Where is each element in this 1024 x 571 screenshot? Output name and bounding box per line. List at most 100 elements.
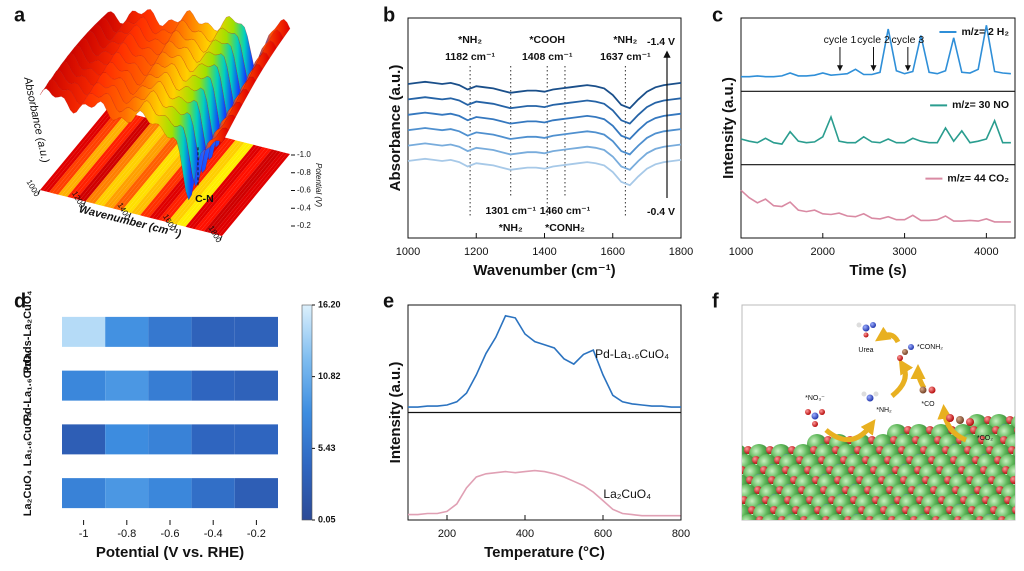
lattice-atom <box>841 504 861 520</box>
lattice-atom <box>885 504 905 520</box>
floor-projection <box>58 112 130 196</box>
x-axis-label: Time (s) <box>849 262 906 279</box>
floor-projection <box>49 110 121 194</box>
arrow <box>910 364 927 390</box>
lattice-atom <box>742 499 743 509</box>
x-tick-label: 4000 <box>974 246 998 258</box>
x-tick-label: -1 <box>79 528 89 540</box>
lattice-atom <box>1003 514 1015 520</box>
panel-letter: c <box>712 4 723 26</box>
y-tick-label: -0.6 <box>297 186 311 195</box>
lattice-atom <box>1010 476 1015 484</box>
floor-projection <box>203 149 275 233</box>
heatmap-cell <box>148 424 192 455</box>
floor-projection <box>61 113 133 197</box>
lattice-atom <box>910 516 918 520</box>
signal-line <box>740 189 1011 223</box>
lattice-atom <box>998 516 1006 520</box>
atom <box>956 416 964 424</box>
lattice-atom <box>904 524 914 534</box>
floor-projection <box>91 121 163 204</box>
arrow <box>875 326 901 344</box>
floor-projection <box>40 108 112 191</box>
spectrum-line <box>407 111 682 141</box>
lattice-atom <box>976 516 984 520</box>
plot-frame <box>740 17 1016 239</box>
x-tick <box>83 201 86 206</box>
floor-projection <box>43 108 115 192</box>
annotation-label: *COOH <box>529 34 565 46</box>
atom <box>873 391 879 397</box>
lattice-atom <box>720 514 730 524</box>
heatmap-cell <box>234 478 278 509</box>
species-label: *CO <box>921 401 935 408</box>
lattice-atom <box>753 504 773 520</box>
legend-label: m/z= 2 H₂ <box>961 26 1009 38</box>
lattice-atom <box>1016 456 1024 464</box>
lattice-atom <box>849 514 869 520</box>
heatmap-cell <box>105 370 149 401</box>
heatmap-cell <box>62 424 106 455</box>
x-tick-label: 1400 <box>532 246 556 258</box>
x-axis-label: Potential (V vs. RHE) <box>96 544 244 561</box>
species-label: *CONH₂ <box>917 344 943 351</box>
heatmap-cell <box>191 424 235 455</box>
x-tick <box>219 235 223 241</box>
lattice-atom <box>715 484 735 504</box>
floor-projection <box>209 150 281 234</box>
floor-projection <box>188 145 260 229</box>
atom <box>811 412 819 420</box>
lattice-atom <box>761 514 781 520</box>
atom <box>870 322 876 328</box>
panel-letter: d <box>14 290 26 312</box>
x-tick-label: -0.2 <box>247 528 266 540</box>
y-tick-label: -1.0 <box>297 150 311 159</box>
floor-projection <box>121 128 193 212</box>
floor-projection <box>67 114 139 198</box>
arrow <box>937 404 968 443</box>
y-axis-label: Intensity (a.u.) <box>720 77 737 179</box>
signal-line <box>408 469 681 517</box>
x-axis-label: Wavenumber (cm⁻¹) <box>473 262 615 279</box>
floor-projection <box>218 153 290 236</box>
annotation-label: 1637 cm⁻¹ <box>600 51 651 63</box>
lattice-atom <box>970 524 980 534</box>
x-tick-label: 600 <box>594 528 612 540</box>
lattice-atom <box>907 504 927 520</box>
floor-projection <box>85 119 157 203</box>
lattice-atom <box>1019 424 1024 444</box>
arrow-label: -0.4 V <box>647 206 675 218</box>
y-axis-label: Absorbance (a.u.) <box>387 65 404 192</box>
floor-projection <box>79 117 151 201</box>
floor-projection <box>124 129 196 213</box>
lattice-atom <box>721 464 741 484</box>
panel-letter: f <box>712 290 719 312</box>
annotation-label: cycle 3 <box>892 34 925 46</box>
series-label: Pd-La₁.₆CuO₄ <box>595 347 669 361</box>
legend-label: m/z= 44 CO₂ <box>947 172 1009 184</box>
floor-projection <box>200 148 272 232</box>
floor-projection <box>176 142 248 226</box>
floor-projection <box>215 152 287 236</box>
lattice-atom <box>871 514 891 520</box>
x-tick-label: 800 <box>672 528 690 540</box>
lattice-atom <box>866 516 874 520</box>
panel-letter: b <box>383 4 395 26</box>
panel-letter: e <box>383 290 394 312</box>
lattice-atom <box>712 516 720 524</box>
lattice-atom <box>772 524 782 534</box>
heatmap-cell <box>234 316 278 347</box>
lattice-atom <box>932 516 940 520</box>
floor-projection <box>182 144 254 227</box>
row-label: La₂CuO₄ <box>22 470 34 516</box>
annotation-label: 1408 cm⁻¹ <box>522 51 573 63</box>
lattice-atom <box>1018 486 1024 494</box>
atom <box>908 344 914 350</box>
lattice-atom <box>775 504 795 520</box>
floor-projection <box>212 151 284 235</box>
lattice-atom <box>893 514 913 520</box>
annotation-label: *NH₂ <box>499 222 523 234</box>
spectrum-line <box>407 80 682 110</box>
heatmap-cell <box>62 478 106 509</box>
x-tick-label: 1000 <box>25 178 42 198</box>
